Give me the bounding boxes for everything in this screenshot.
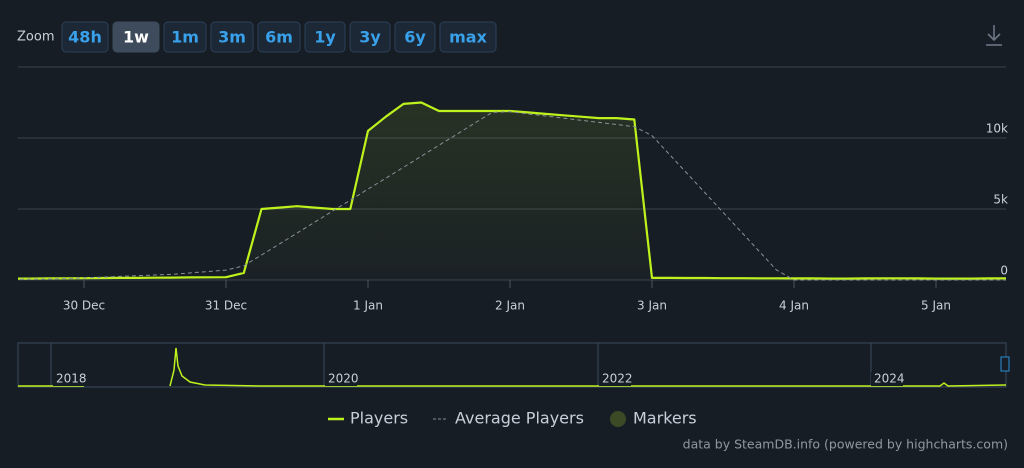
series-line — [18, 111, 1006, 281]
zoom-button-label[interactable]: 6m — [265, 28, 293, 47]
zoom-button-label[interactable]: 1m — [171, 28, 199, 47]
y-tick-label: 10k — [986, 122, 1008, 136]
zoom-button-label[interactable]: 3m — [218, 28, 246, 47]
navigator-label: 2018 — [56, 372, 87, 386]
zoom-button[interactable] — [210, 21, 254, 53]
x-tick-label: 4 Jan — [779, 299, 809, 313]
x-tick-label: 1 Jan — [353, 299, 383, 313]
navigator-label: 2024 — [874, 372, 905, 386]
legend-label[interactable]: Markers — [633, 409, 697, 428]
navigator-handle[interactable] — [1000, 356, 1010, 372]
players-area — [18, 102, 1006, 280]
legend-label[interactable]: Players — [350, 409, 408, 428]
zoom-button[interactable] — [112, 21, 160, 53]
navigator-label: 2020 — [328, 372, 359, 386]
plot-area — [18, 101, 1006, 281]
zoom-button-label[interactable]: 48h — [68, 28, 102, 47]
zoom-button-label[interactable]: 3y — [359, 28, 381, 47]
zoom-button[interactable] — [439, 21, 497, 53]
zoom-button-label[interactable]: max — [449, 28, 487, 47]
navigator-label-bg — [53, 372, 85, 386]
zoom-button-label[interactable]: 1y — [314, 28, 336, 47]
legend-label[interactable]: Average Players — [455, 409, 584, 428]
navigator-label: 2022 — [602, 372, 633, 386]
zoom-button-label[interactable]: 1w — [123, 28, 149, 47]
download-icon[interactable] — [986, 25, 1002, 46]
navigator-label-bg — [325, 372, 357, 386]
zoom-button-label[interactable]: 6y — [404, 28, 426, 47]
x-tick-label: 3 Jan — [637, 299, 667, 313]
zoom-button[interactable] — [349, 21, 391, 53]
zoom-button[interactable] — [304, 21, 346, 53]
series-line — [18, 101, 1006, 280]
x-tick-label: 30 Dec — [63, 299, 105, 313]
y-tick-label: 0 — [1000, 264, 1008, 278]
zoom-button[interactable] — [163, 21, 207, 53]
navigator-label-bg — [871, 372, 903, 386]
navigator-label-bg — [599, 372, 631, 386]
y-tick-label: 5k — [993, 193, 1008, 207]
x-tick-label: 31 Dec — [205, 299, 247, 313]
zoom-label: Zoom — [17, 30, 54, 45]
legend-swatch — [610, 411, 626, 427]
zoom-button[interactable] — [394, 21, 436, 53]
credit: data by SteamDB.info (powered by highcha… — [683, 437, 1008, 452]
zoom-button[interactable] — [61, 21, 109, 53]
zoom-button[interactable] — [257, 21, 301, 53]
x-tick-label: 5 Jan — [921, 299, 951, 313]
x-tick-label: 2 Jan — [495, 299, 525, 313]
